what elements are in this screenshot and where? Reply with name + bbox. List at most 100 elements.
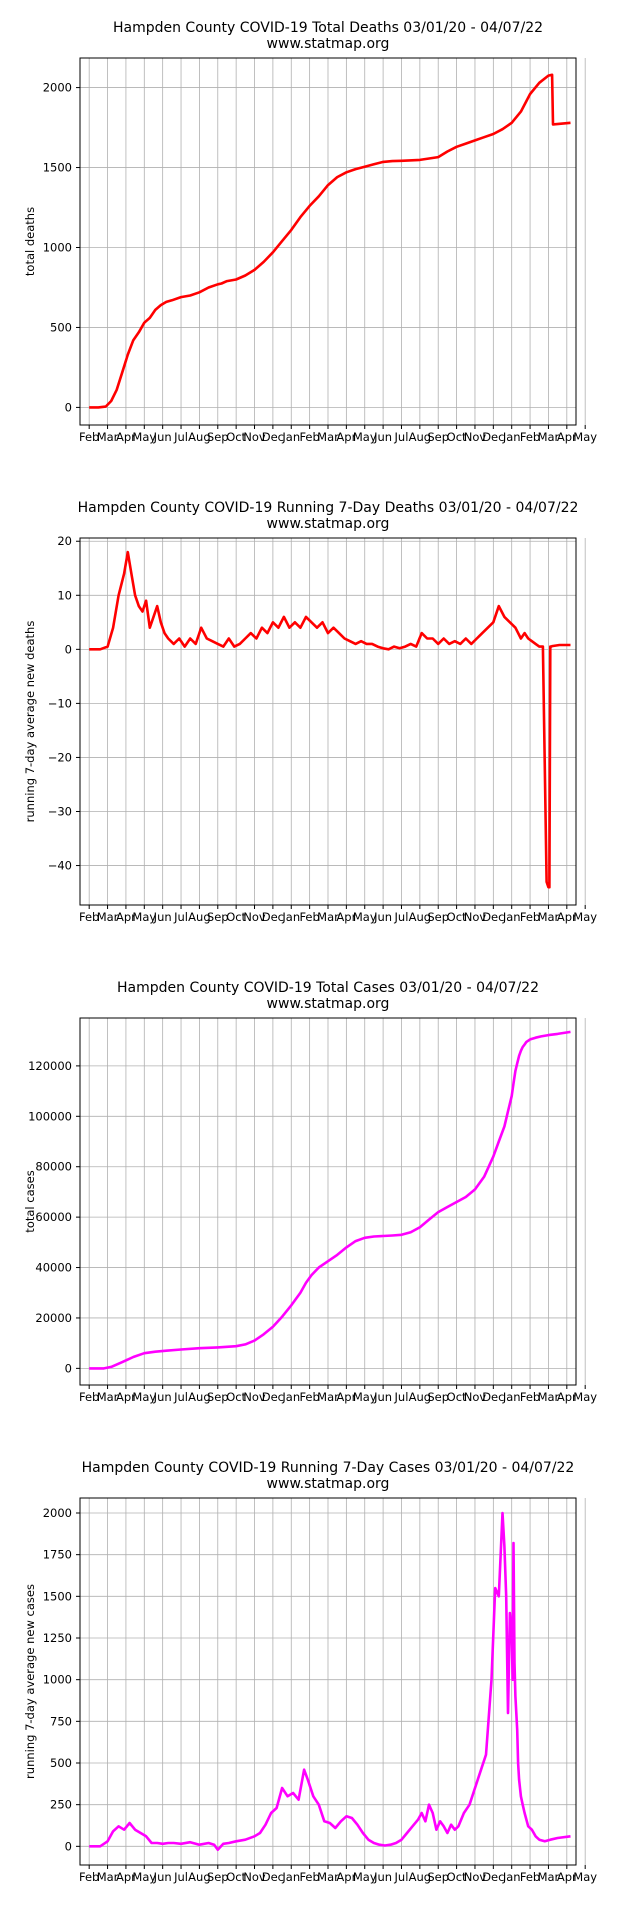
x-tick-label: May — [573, 1870, 597, 1884]
x-tick-label: May — [353, 430, 377, 444]
x-tick-label: Aug — [409, 910, 431, 924]
x-tick-label: Jun — [373, 1390, 392, 1404]
x-tick-label: Mar — [317, 1870, 339, 1884]
chart-total-cases: Hampden County COVID-19 Total Cases 03/0… — [0, 960, 640, 1440]
x-tick-label: Mar — [317, 910, 339, 924]
x-tick-label: Jul — [394, 1870, 409, 1884]
y-tick-label: 0 — [65, 642, 72, 656]
y-tick-label: 0 — [65, 400, 72, 414]
x-tick-label: Jan — [502, 1870, 521, 1884]
x-tick-label: Nov — [464, 910, 487, 924]
x-tick-label: Apr — [116, 1870, 136, 1884]
x-tick-label: Apr — [336, 910, 356, 924]
x-tick-label: Mar — [538, 1870, 560, 1884]
grid — [80, 1018, 586, 1385]
x-tick-label: Jul — [394, 1390, 409, 1404]
x-tick-label: May — [132, 910, 156, 924]
chart-svg: Hampden County COVID-19 Total Cases 03/0… — [23, 980, 597, 1404]
x-tick-label: Oct — [226, 1870, 246, 1884]
x-tick-label: Mar — [538, 1390, 560, 1404]
chart-7day-cases: Hampden County COVID-19 Running 7-Day Ca… — [0, 1440, 640, 1920]
chart-subtitle: www.statmap.org — [267, 36, 390, 52]
chart-7day-deaths: Hampden County COVID-19 Running 7-Day De… — [0, 480, 640, 960]
x-tick-label: Sep — [427, 1390, 449, 1404]
x-tick-label: Dec — [482, 1390, 504, 1404]
x-tick-label: Jun — [153, 1870, 172, 1884]
y-tick-label: 120000 — [28, 1059, 72, 1073]
x-tick-label: Jul — [173, 910, 188, 924]
y-tick-label: 100000 — [28, 1109, 72, 1123]
x-tick-label: Apr — [557, 1870, 577, 1884]
x-tick-label: Feb — [79, 910, 99, 924]
x-tick-label: Oct — [447, 910, 467, 924]
chart-svg: Hampden County COVID-19 Running 7-Day De… — [23, 500, 597, 924]
x-tick-label: Dec — [482, 910, 504, 924]
x-tick-label: Mar — [317, 430, 339, 444]
y-tick-label: 10 — [57, 588, 72, 602]
x-tick-label: May — [353, 1390, 377, 1404]
chart-subtitle: www.statmap.org — [267, 996, 390, 1012]
x-tick-label: Mar — [538, 910, 560, 924]
x-tick-label: Sep — [207, 430, 229, 444]
chart-subtitle: www.statmap.org — [267, 516, 390, 532]
chart-svg: Hampden County COVID-19 Running 7-Day Ca… — [23, 1460, 597, 1884]
x-tick-label: Dec — [262, 1390, 284, 1404]
y-axis-label: running 7-day average new cases — [23, 1584, 37, 1779]
x-tick-label: Apr — [557, 430, 577, 444]
x-tick-label: Apr — [336, 1870, 356, 1884]
x-tick-label: Dec — [482, 1870, 504, 1884]
y-tick-label: −20 — [48, 750, 72, 764]
x-tick-label: May — [132, 1870, 156, 1884]
x-tick-label: Nov — [243, 910, 266, 924]
x-tick-label: Jan — [281, 430, 300, 444]
x-tick-label: Nov — [464, 1390, 487, 1404]
y-tick-label: 1500 — [43, 1589, 72, 1603]
x-tick-label: Nov — [243, 1390, 266, 1404]
x-tick-label: Jan — [502, 430, 521, 444]
x-tick-label: Jul — [173, 430, 188, 444]
y-tick-label: −30 — [48, 804, 72, 818]
x-tick-label: May — [573, 910, 597, 924]
x-tick-label: Mar — [97, 1870, 119, 1884]
x-tick-label: Mar — [538, 430, 560, 444]
y-tick-label: 60000 — [35, 1210, 72, 1224]
x-tick-label: Dec — [482, 430, 504, 444]
x-tick-label: Feb — [299, 1390, 319, 1404]
x-tick-label: Aug — [409, 1870, 431, 1884]
chart-total-deaths: Hampden County COVID-19 Total Deaths 03/… — [0, 0, 640, 480]
x-tick-label: Feb — [520, 1390, 540, 1404]
x-tick-label: Dec — [262, 430, 284, 444]
x-tick-label: Apr — [557, 910, 577, 924]
y-tick-label: 0 — [65, 1361, 72, 1375]
y-tick-label: 500 — [50, 1756, 72, 1770]
x-tick-label: Jan — [281, 1390, 300, 1404]
x-tick-label: Aug — [409, 430, 431, 444]
y-tick-label: 2000 — [43, 1506, 72, 1520]
chart-title: Hampden County COVID-19 Total Deaths 03/… — [113, 20, 543, 36]
x-tick-label: Sep — [207, 1390, 229, 1404]
x-tick-label: Oct — [226, 1390, 246, 1404]
x-tick-label: Aug — [188, 1390, 210, 1404]
y-tick-label: 0 — [65, 1839, 72, 1853]
y-tick-label: 20 — [57, 534, 72, 548]
x-tick-label: Sep — [427, 1870, 449, 1884]
x-tick-label: May — [573, 1390, 597, 1404]
x-tick-label: Apr — [116, 430, 136, 444]
x-tick-label: May — [132, 1390, 156, 1404]
y-tick-label: 1000 — [43, 240, 72, 254]
x-tick-label: Oct — [447, 1870, 467, 1884]
grid — [80, 1498, 586, 1865]
x-tick-label: Oct — [447, 1390, 467, 1404]
y-tick-label: 1250 — [43, 1631, 72, 1645]
x-tick-label: Jun — [153, 430, 172, 444]
x-tick-label: Aug — [188, 1870, 210, 1884]
x-tick-label: Jul — [394, 430, 409, 444]
x-tick-label: Apr — [116, 1390, 136, 1404]
y-tick-label: 250 — [50, 1798, 72, 1812]
x-tick-label: Jul — [173, 1870, 188, 1884]
y-tick-label: −40 — [48, 859, 72, 873]
x-tick-label: Oct — [226, 910, 246, 924]
x-tick-label: Aug — [188, 910, 210, 924]
x-tick-label: Jan — [502, 910, 521, 924]
x-tick-label: Feb — [520, 430, 540, 444]
